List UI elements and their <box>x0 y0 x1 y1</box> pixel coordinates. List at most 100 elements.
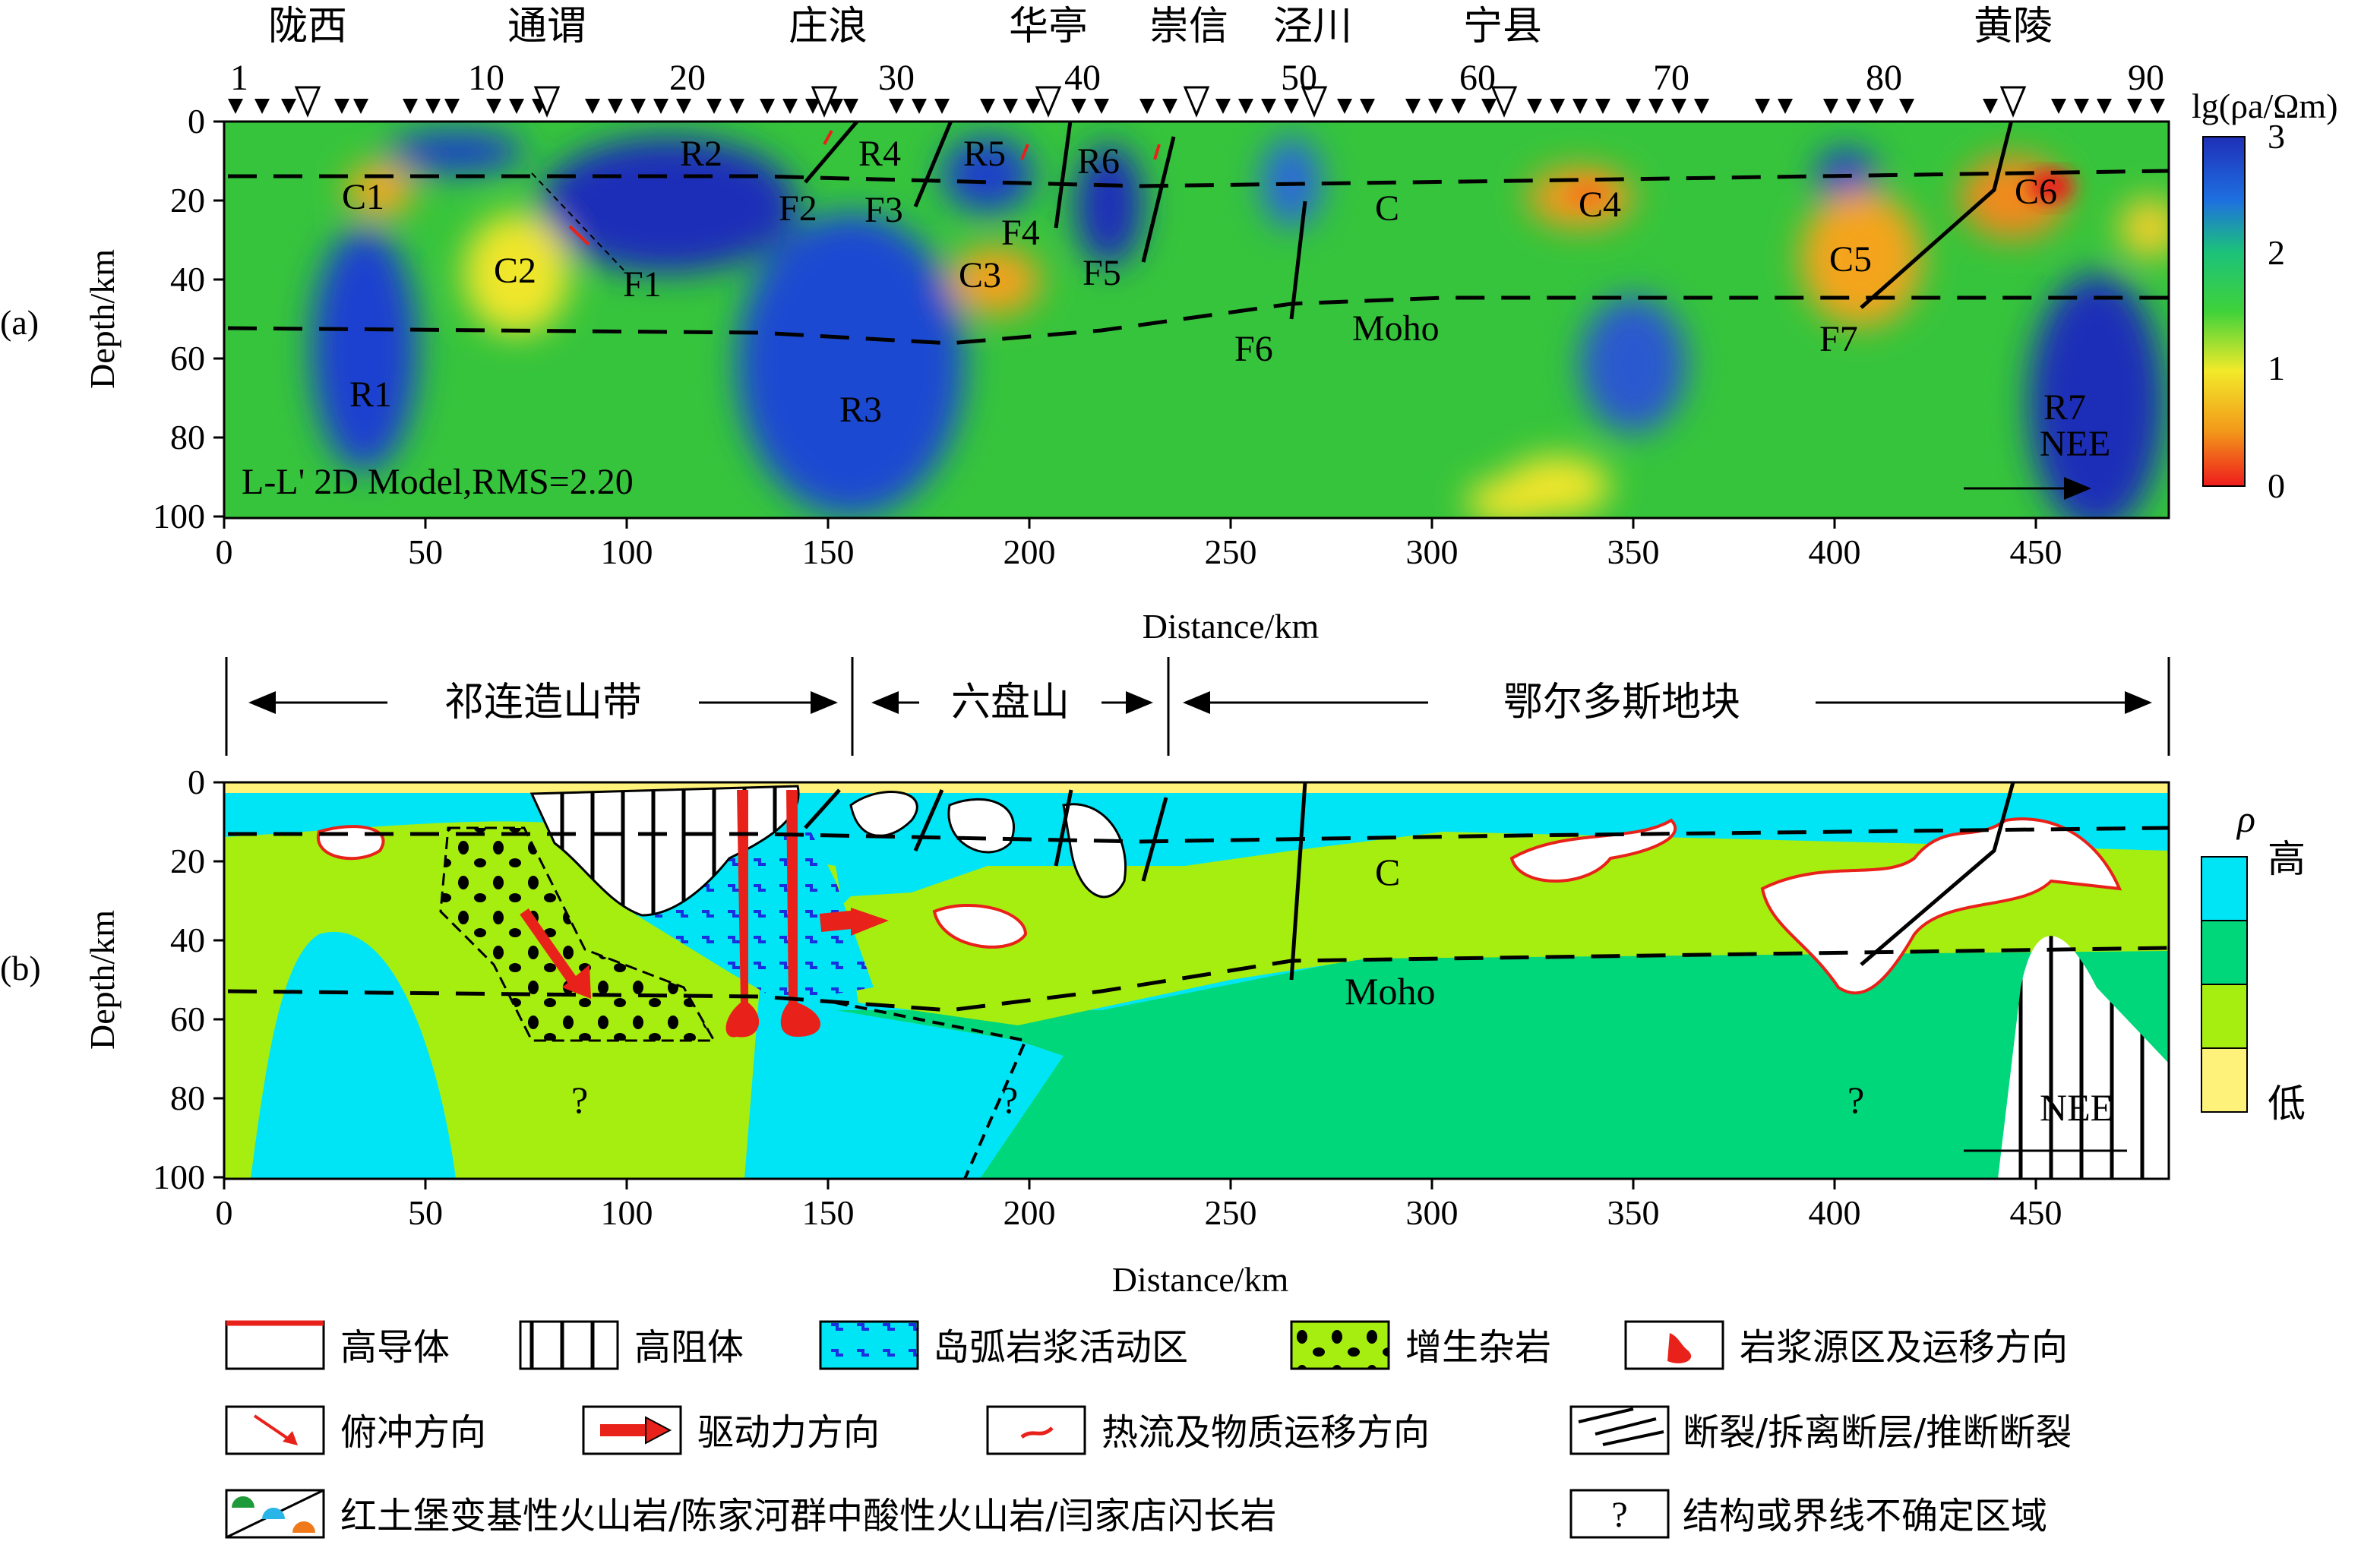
conductor-label: C6 <box>2015 172 2057 212</box>
legend-label: 结构或界线不确定区域 <box>1683 1495 2047 1537</box>
site-number: 80 <box>1866 58 1902 98</box>
resistivity-field <box>224 122 2169 518</box>
site-number: 10 <box>468 58 504 98</box>
site-number: 1 <box>230 58 248 98</box>
x-tick: 200 <box>1004 1193 1056 1232</box>
rho-legend: ρ 高 低 <box>2201 798 2306 1126</box>
region-label: 祁连造山带 <box>444 680 642 725</box>
upper-crust-boundary <box>228 169 2169 188</box>
model-info: L-L' 2D Model,RMS=2.20 <box>242 462 634 502</box>
legend-label: 俯冲方向 <box>340 1411 486 1454</box>
rho-symbol: ρ <box>2236 798 2255 840</box>
station-name: 宁县 <box>1463 4 1542 49</box>
resistor-label: R7 <box>2043 387 2086 428</box>
station-name: 崇信 <box>1149 4 1228 49</box>
site-number: 20 <box>669 58 706 98</box>
legend-label: 驱动力方向 <box>697 1411 880 1454</box>
colorbar-tick: 1 <box>2268 349 2285 387</box>
y-tick: 80 <box>170 418 205 456</box>
direction-label: NEE <box>2040 1086 2113 1129</box>
site-number: 70 <box>1653 58 1689 98</box>
uncertain-mark: ? <box>571 1079 588 1121</box>
high-conductor <box>316 825 385 861</box>
y-tick: 80 <box>170 1079 205 1117</box>
x-tick: 450 <box>2010 532 2062 571</box>
conductor-label: C2 <box>494 251 536 291</box>
x-tick: 150 <box>802 1193 855 1232</box>
legend-question: ? <box>1611 1495 1627 1535</box>
x-tick: 300 <box>1406 1193 1459 1232</box>
resistor-label: R1 <box>349 374 392 415</box>
fault-f3 <box>913 122 953 207</box>
x-tick: 350 <box>1607 1193 1660 1232</box>
fault-label: F1 <box>623 264 662 305</box>
station-name: 泾川 <box>1273 4 1352 49</box>
uncertain-mark: ? <box>1847 1079 1864 1121</box>
panel-b-frame <box>223 781 2170 1180</box>
c-label: C <box>1375 851 1400 893</box>
subduction-arrow <box>562 965 591 999</box>
conductor-label: C1 <box>342 177 384 217</box>
region-label: 六盘山 <box>951 680 1070 725</box>
y-tick: 60 <box>170 1000 205 1038</box>
y-tick: 0 <box>188 763 205 801</box>
station-name: 庄浪 <box>789 4 868 49</box>
station-name: 陇西 <box>268 4 347 49</box>
panel-label: (a) <box>0 303 39 342</box>
fault-label: F7 <box>1819 319 1858 359</box>
legend-label: 红土堡变基性火山岩/陈家河群中酸性火山岩/闫家店闪长岩 <box>340 1495 1276 1537</box>
y-tick: 60 <box>170 339 205 377</box>
site-number: 60 <box>1459 58 1496 98</box>
x-tick: 250 <box>1205 1193 1257 1232</box>
magma-source <box>725 790 760 1038</box>
geologic-model <box>224 782 2169 1179</box>
conductor-label: C4 <box>1579 185 1621 225</box>
x-tick: 0 <box>216 532 233 571</box>
x-axis-label: Distance/km <box>1112 1260 1289 1299</box>
direction-label: NEE <box>2040 424 2110 464</box>
high-resistor <box>849 791 918 837</box>
station-markers <box>294 86 2027 118</box>
x-tick: 100 <box>601 532 653 571</box>
panel-a: 陇西 通谓 庄浪 华亭 崇信 泾川 宁县 黄陵 1 10 20 30 40 50… <box>0 4 2338 646</box>
y-tick: 100 <box>153 1158 205 1196</box>
colorbar-tick: 0 <box>2268 466 2285 505</box>
fault-f7 <box>1860 122 2014 309</box>
y-axis-label: Depth/km <box>83 910 122 1050</box>
fault-label: F6 <box>1234 329 1273 369</box>
y-tick: 0 <box>188 102 205 141</box>
legend-label: 热流及物质运移方向 <box>1102 1411 1430 1454</box>
panel-b: 祁连造山带 六盘山 鄂尔多斯地块 <box>0 657 2306 1299</box>
x-axis-label: Distance/km <box>1143 607 1320 646</box>
colorbar-tick: 2 <box>2268 233 2285 272</box>
fault-f1 <box>531 172 631 278</box>
y-tick: 20 <box>170 181 205 220</box>
station-name: 黄陵 <box>1974 4 2053 49</box>
legend-label: 增生杂岩 <box>1405 1326 1551 1369</box>
x-tick: 450 <box>2010 1193 2062 1232</box>
x-tick: 50 <box>408 532 443 571</box>
rho-low: 低 <box>2268 1082 2306 1126</box>
fault-label: F2 <box>779 188 817 229</box>
region-label: 鄂尔多斯地块 <box>1503 680 1740 725</box>
x-tick: 250 <box>1205 532 1257 571</box>
colorbar-title: lg(ρa/Ωm) <box>2192 87 2338 125</box>
colorbar: lg(ρa/Ωm) 3 2 1 0 <box>2192 87 2338 505</box>
colorbar-tick: 3 <box>2268 117 2285 156</box>
x-tick: 400 <box>1809 532 1861 571</box>
high-conductor <box>932 904 1028 949</box>
x-tick: 400 <box>1809 1193 1861 1232</box>
x-tick: 150 <box>802 532 855 571</box>
site-number: 90 <box>2128 58 2164 98</box>
high-conductor <box>1760 817 2122 995</box>
x-tick: 50 <box>408 1193 443 1232</box>
legend: 高导体 高阻体 岛弧岩浆活动区 增生杂岩 岩浆源区及运移方向 俯冲方向 驱动力方… <box>225 1320 2072 1539</box>
site-number: 50 <box>1281 58 1317 98</box>
magma-source <box>780 790 820 1037</box>
high-conductor <box>1509 818 1677 883</box>
moho-line <box>227 946 2169 1012</box>
panel-b-axes: 0 50 100 150 200 250 300 350 400 450 0 2… <box>0 763 2062 1299</box>
x-tick: 300 <box>1406 532 1459 571</box>
station-name: 华亭 <box>1009 4 1088 49</box>
